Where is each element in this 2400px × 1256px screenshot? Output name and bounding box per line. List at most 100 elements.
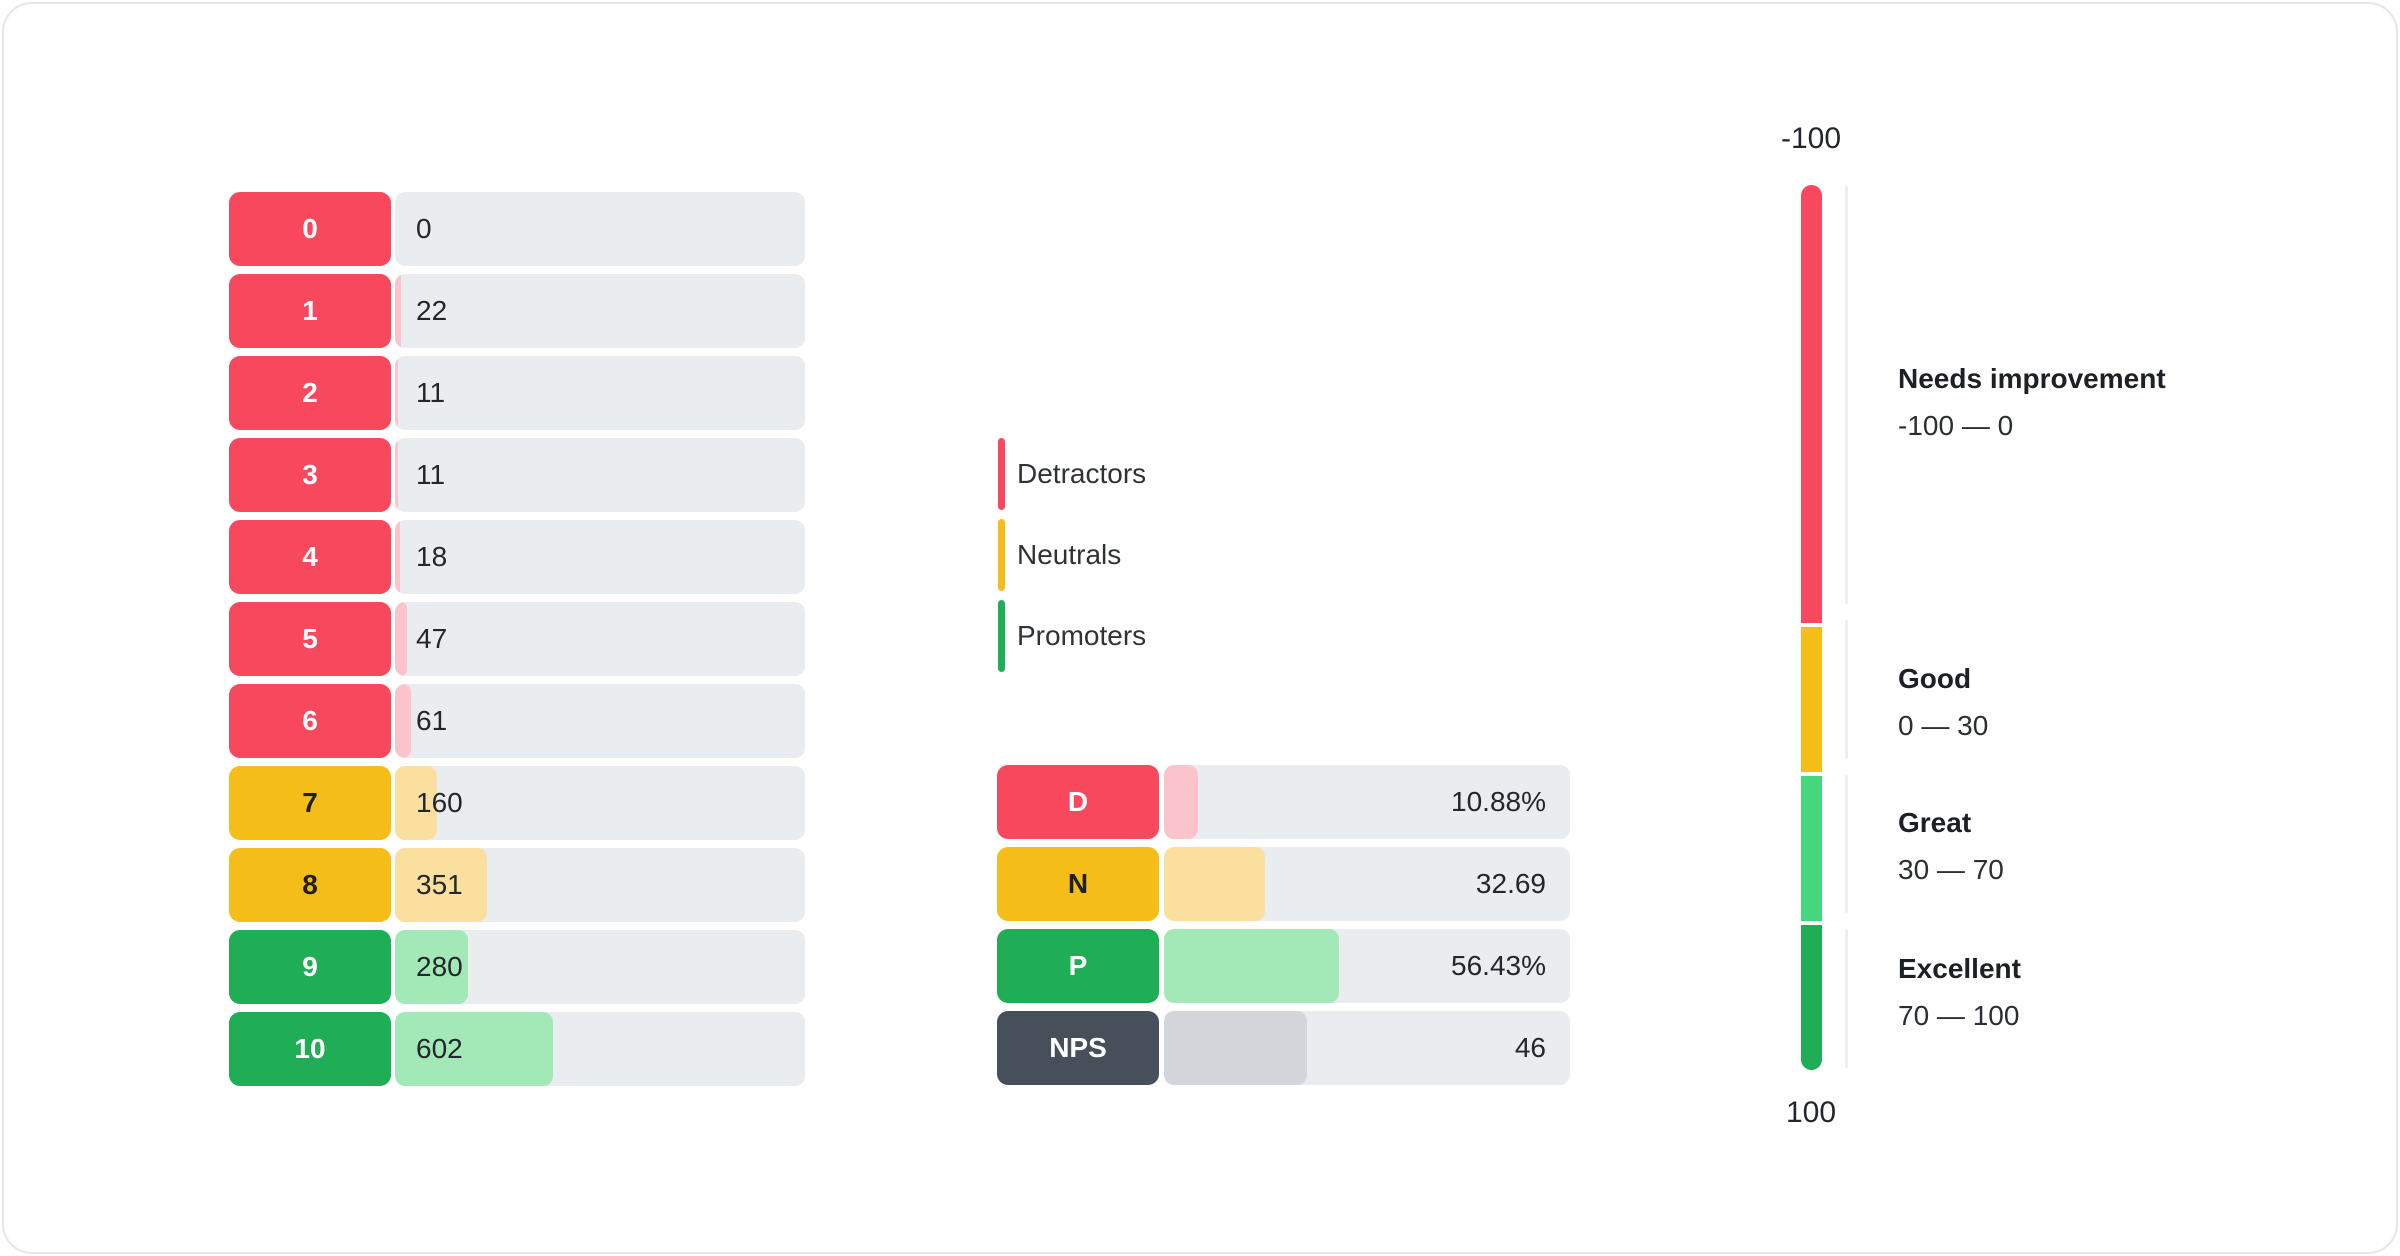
summary-category-pill: N [997,847,1159,921]
score-row: 10 602 [229,1012,805,1086]
gauge-segment-great [1801,776,1822,921]
score-track: 351 [395,848,805,922]
score-fill [395,684,411,758]
score-track: 47 [395,602,805,676]
summary-row: N 32.69 [997,847,1570,921]
score-track: 0 [395,192,805,266]
legend-label: Promoters [1017,620,1147,651]
score-track: 22 [395,274,805,348]
score-count: 61 [416,705,448,736]
nps-legend: Detractors Neutrals Promoters [998,438,1146,681]
summary-category-pill: P [997,929,1159,1003]
summary-value: 56.43% [1451,950,1546,981]
score-category-pill: 3 [229,438,391,512]
score-fill [395,438,398,512]
summary-category-pill: NPS [997,1011,1159,1085]
summary-track: 32.69 [1164,847,1570,921]
gauge-band-label: Great 30 — 70 [1898,806,2004,886]
score-fill [395,1012,553,1086]
summary-value: 10.88% [1451,786,1546,817]
score-row: 8 351 [229,848,805,922]
gauge-top-label: -100 [1780,122,1842,155]
score-row: 3 11 [229,438,805,512]
detractors-swatch-icon [998,438,1005,510]
gauge-segment-detractors [1801,185,1822,623]
gauge-band-title: Great [1898,807,1972,838]
score-category-pill: 6 [229,684,391,758]
score-fill [395,602,408,676]
summary-track: 56.43% [1164,929,1570,1003]
summary-track: 46 [1164,1011,1570,1085]
summary-row: P 56.43% [997,929,1570,1003]
score-category-pill: 7 [229,766,391,840]
summary-fill [1164,847,1266,921]
summary-row: D 10.88% [997,765,1570,839]
score-count: 47 [416,623,448,654]
summary-fill [1164,929,1339,1003]
score-fill [395,766,437,840]
score-track: 18 [395,520,805,594]
summary-fill [1164,1011,1307,1085]
gauge-axis-segment [1845,186,1848,605]
score-category-pill: 0 [229,192,391,266]
score-row: 7 160 [229,766,805,840]
score-category-pill: 1 [229,274,391,348]
score-track: 602 [395,1012,805,1086]
summary-category-pill: D [997,765,1159,839]
legend-label: Neutrals [1017,539,1122,570]
legend-label: Detractors [1017,458,1147,489]
summary-fill [1164,765,1198,839]
score-count: 280 [416,951,463,982]
score-row: 2 11 [229,356,805,430]
summary-value: 32.69 [1475,868,1546,899]
gauge-band-label: Needs improvement -100 — 0 [1898,362,2166,442]
score-row: 4 18 [229,520,805,594]
score-fill [395,356,398,430]
score-fill [395,274,401,348]
score-category-pill: 10 [229,1012,391,1086]
score-category-pill: 9 [229,930,391,1004]
score-count: 351 [416,869,463,900]
gauge-band-range: 30 — 70 [1898,853,2004,885]
gauge-band-range: 0 — 30 [1898,709,1989,741]
score-count: 0 [416,213,432,244]
score-distribution-chart: 0 0 1 22 2 11 3 11 4 18 5 47 6 61 7 160 8 351 9 280 10 602 [229,192,805,1094]
nps-summary-chart: D 10.88% N 32.69 P 56.43% NPS 46 [997,765,1570,1093]
summary-track: 10.88% [1164,765,1570,839]
score-track: 11 [395,438,805,512]
legend-item: Neutrals [998,519,1146,591]
gauge-band-range: -100 — 0 [1898,409,2014,441]
score-fill [395,520,400,594]
score-count: 602 [416,1033,463,1064]
score-row: 1 22 [229,274,805,348]
score-count: 18 [416,541,448,572]
neutrals-swatch-icon [998,519,1005,591]
gauge-segment-promoters [1801,925,1822,1070]
score-track: 11 [395,356,805,430]
legend-item: Promoters [998,600,1146,672]
gauge-band-title: Good [1898,663,1972,694]
score-fill [395,848,488,922]
gauge-axis-segment [1845,620,1848,759]
gauge-axis [1845,186,1848,1068]
score-count: 160 [416,787,463,818]
score-track: 280 [395,930,805,1004]
legend-item: Detractors [998,438,1146,510]
gauge-band-title: Needs improvement [1898,363,2166,394]
score-category-pill: 8 [229,848,391,922]
score-category-pill: 5 [229,602,391,676]
gauge-bottom-label: 100 [1785,1096,1837,1129]
promoters-swatch-icon [998,600,1005,672]
gauge-axis-segment [1845,774,1848,914]
score-count: 11 [416,377,446,408]
gauge-axis-segment [1845,929,1848,1068]
gauge-band-label: Excellent 70 — 100 [1898,952,2021,1032]
score-track: 61 [395,684,805,758]
score-category-pill: 4 [229,520,391,594]
gauge-band-range: 70 — 100 [1898,999,2020,1031]
summary-value: 46 [1514,1032,1546,1063]
score-category-pill: 2 [229,356,391,430]
gauge-bar [1801,185,1822,1070]
